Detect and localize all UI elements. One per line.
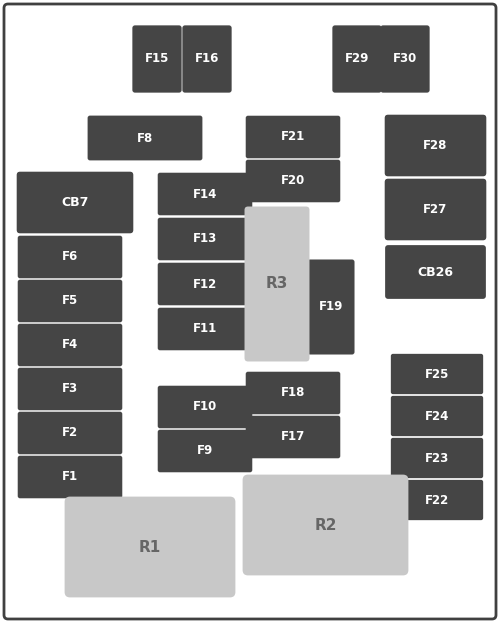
FancyBboxPatch shape bbox=[182, 26, 232, 93]
Text: F24: F24 bbox=[425, 409, 449, 422]
Text: F18: F18 bbox=[281, 386, 305, 399]
FancyBboxPatch shape bbox=[158, 263, 252, 305]
FancyBboxPatch shape bbox=[88, 116, 202, 160]
FancyBboxPatch shape bbox=[158, 308, 252, 350]
Text: F23: F23 bbox=[425, 452, 449, 465]
FancyBboxPatch shape bbox=[16, 172, 134, 233]
FancyBboxPatch shape bbox=[18, 324, 122, 366]
Text: CB26: CB26 bbox=[418, 265, 454, 278]
FancyBboxPatch shape bbox=[64, 497, 235, 597]
Text: F12: F12 bbox=[193, 277, 217, 290]
FancyBboxPatch shape bbox=[391, 480, 483, 520]
Text: F25: F25 bbox=[425, 368, 449, 381]
Text: F19: F19 bbox=[319, 300, 343, 313]
FancyBboxPatch shape bbox=[385, 245, 486, 299]
FancyBboxPatch shape bbox=[384, 115, 486, 176]
Text: F16: F16 bbox=[195, 52, 219, 65]
Text: CB7: CB7 bbox=[62, 196, 88, 209]
FancyBboxPatch shape bbox=[18, 455, 122, 498]
Text: F2: F2 bbox=[62, 427, 78, 439]
Text: F3: F3 bbox=[62, 383, 78, 396]
Text: F20: F20 bbox=[281, 174, 305, 188]
Text: F11: F11 bbox=[193, 323, 217, 336]
FancyBboxPatch shape bbox=[246, 372, 340, 414]
Text: F22: F22 bbox=[425, 493, 449, 506]
FancyBboxPatch shape bbox=[391, 354, 483, 394]
FancyBboxPatch shape bbox=[132, 26, 182, 93]
Text: F28: F28 bbox=[424, 139, 448, 152]
FancyBboxPatch shape bbox=[332, 26, 382, 93]
FancyBboxPatch shape bbox=[158, 217, 252, 260]
FancyBboxPatch shape bbox=[246, 159, 340, 202]
Text: F9: F9 bbox=[197, 444, 213, 457]
Text: F30: F30 bbox=[393, 52, 417, 65]
FancyBboxPatch shape bbox=[158, 386, 252, 428]
Text: F8: F8 bbox=[137, 131, 153, 145]
FancyBboxPatch shape bbox=[18, 368, 122, 411]
FancyBboxPatch shape bbox=[391, 438, 483, 478]
Text: F15: F15 bbox=[145, 52, 169, 65]
FancyBboxPatch shape bbox=[158, 173, 252, 216]
Text: R3: R3 bbox=[266, 277, 288, 292]
Text: F14: F14 bbox=[193, 188, 217, 201]
Text: R1: R1 bbox=[139, 540, 161, 554]
FancyBboxPatch shape bbox=[242, 475, 408, 576]
Text: F10: F10 bbox=[193, 401, 217, 414]
Text: F13: F13 bbox=[193, 232, 217, 245]
FancyBboxPatch shape bbox=[308, 260, 354, 354]
Text: F6: F6 bbox=[62, 250, 78, 264]
Text: F1: F1 bbox=[62, 470, 78, 483]
Text: R2: R2 bbox=[314, 518, 337, 533]
FancyBboxPatch shape bbox=[384, 179, 486, 240]
FancyBboxPatch shape bbox=[246, 416, 340, 459]
Text: F27: F27 bbox=[424, 203, 448, 216]
Text: F29: F29 bbox=[345, 52, 369, 65]
Text: F17: F17 bbox=[281, 430, 305, 444]
Text: F5: F5 bbox=[62, 295, 78, 308]
FancyBboxPatch shape bbox=[380, 26, 430, 93]
Text: F4: F4 bbox=[62, 338, 78, 351]
FancyBboxPatch shape bbox=[4, 4, 496, 619]
FancyBboxPatch shape bbox=[18, 235, 122, 278]
FancyBboxPatch shape bbox=[246, 116, 340, 158]
FancyBboxPatch shape bbox=[18, 412, 122, 454]
FancyBboxPatch shape bbox=[244, 206, 310, 361]
Text: F21: F21 bbox=[281, 130, 305, 143]
FancyBboxPatch shape bbox=[391, 396, 483, 436]
FancyBboxPatch shape bbox=[158, 430, 252, 472]
FancyBboxPatch shape bbox=[18, 280, 122, 322]
